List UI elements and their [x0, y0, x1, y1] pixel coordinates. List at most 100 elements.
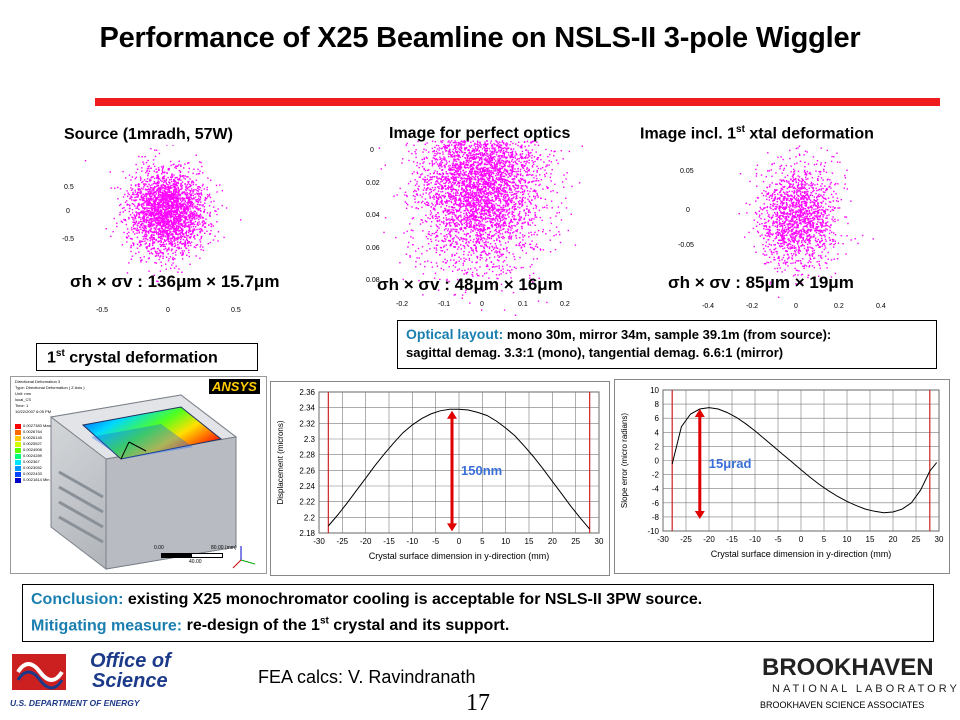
scatter-point: [142, 193, 144, 195]
scatter-point: [158, 181, 160, 183]
scatter-point: [141, 170, 143, 172]
scatter-point: [137, 222, 139, 225]
scatter-point: [484, 272, 486, 275]
scatter-point: [181, 253, 184, 255]
scatter-point: [514, 189, 516, 191]
scatter-point: [501, 290, 503, 292]
scatter-point: [169, 198, 172, 200]
scatter-point: [138, 241, 141, 244]
scatter-point: [135, 184, 137, 186]
scatter-point: [494, 243, 497, 245]
scatter-point: [455, 230, 458, 233]
scatter-point: [502, 162, 504, 165]
scatter-point: [477, 140, 479, 142]
scatter-point: [455, 194, 457, 197]
scatter-point: [514, 187, 517, 189]
scatter-point: [177, 214, 180, 216]
scatter-point: [190, 233, 193, 236]
scatter-point: [146, 170, 149, 172]
scatter-point: [172, 223, 174, 225]
scatter-point: [165, 247, 167, 250]
scatter-point: [424, 169, 427, 172]
scatter-point: [177, 219, 179, 221]
scatter-point: [141, 211, 143, 213]
scatter-point: [468, 211, 470, 214]
scatter-point: [190, 226, 192, 228]
scatter-point: [529, 224, 531, 226]
scatter-point: [490, 180, 492, 182]
scatter-point: [443, 222, 445, 225]
scatter-point: [511, 207, 513, 209]
scatter-point: [470, 203, 472, 206]
scatter-point: [509, 265, 511, 268]
scatter-point: [190, 223, 192, 226]
scatter-point: [149, 196, 151, 198]
scatter-point: [190, 185, 192, 187]
scatter-point: [174, 221, 176, 223]
scatter-point: [451, 195, 453, 198]
scatter-point: [462, 240, 464, 242]
scatter-point: [168, 168, 171, 170]
scatter-point: [515, 152, 517, 155]
scatter-point: [444, 258, 446, 261]
scatter-point: [430, 189, 432, 191]
scatter-point: [132, 242, 134, 244]
scatter-point: [519, 244, 521, 247]
scatter-point: [139, 216, 141, 219]
scatter-point: [160, 252, 162, 254]
scatter-point: [161, 167, 164, 170]
scatter-point: [185, 234, 188, 236]
scatter-point: [185, 232, 187, 234]
scatter-point: [469, 180, 471, 182]
scatter-point: [471, 192, 473, 195]
scatter-point: [470, 157, 472, 159]
scatter-point: [479, 190, 481, 192]
scatter-point: [150, 238, 152, 240]
scatter-point: [145, 225, 147, 228]
scatter-point: [448, 169, 451, 171]
scatter-point: [444, 145, 447, 148]
scatter-point: [422, 162, 424, 164]
scatter-point: [440, 206, 442, 208]
scatter-point: [162, 232, 165, 234]
scatter-point: [487, 184, 490, 186]
scatter-point: [198, 209, 200, 211]
scatter-point: [157, 213, 160, 215]
scatter-point: [174, 258, 176, 260]
scatter-point: [157, 204, 160, 206]
scatter-point: [453, 213, 455, 215]
scatter-point: [476, 201, 478, 204]
scatter-point: [158, 192, 160, 195]
scatter-point: [482, 188, 484, 190]
scatter-point: [172, 259, 175, 261]
scatter-point: [198, 186, 200, 188]
scatter-point: [181, 210, 183, 213]
scatter-point: [179, 217, 182, 219]
scatter-point: [192, 211, 195, 213]
scatter-point: [422, 294, 424, 296]
scatter-point: [149, 214, 152, 217]
scatter-point: [436, 229, 439, 231]
scatter-point: [465, 227, 467, 229]
scatter-point: [189, 199, 191, 201]
scatter-point: [490, 202, 493, 205]
scatter-point: [178, 237, 180, 239]
scatter-point: [166, 206, 168, 209]
scatter-point: [136, 236, 139, 238]
scatter-point: [513, 196, 515, 198]
scatter-point: [498, 161, 500, 163]
scatter-point: [460, 192, 462, 194]
scatter-point: [174, 194, 176, 196]
scatter-point: [512, 194, 514, 196]
scatter-point: [451, 216, 453, 218]
scatter-point: [467, 167, 470, 169]
scatter-point: [521, 203, 524, 205]
scatter-point: [541, 166, 544, 169]
scatter-point: [184, 183, 186, 185]
scatter-point: [519, 256, 521, 259]
scatter-point: [522, 164, 524, 167]
scatter-point: [171, 248, 173, 251]
scatter-point: [177, 225, 179, 227]
scatter-point: [501, 255, 503, 257]
scatter-point: [493, 165, 496, 167]
